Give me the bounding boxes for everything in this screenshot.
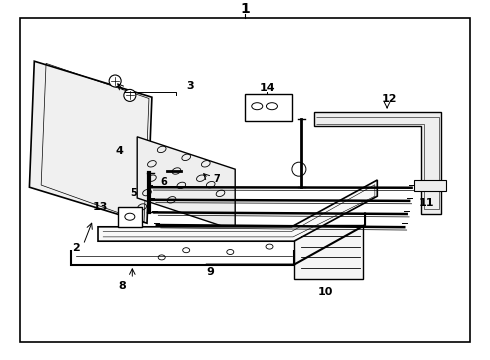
Polygon shape <box>98 180 377 241</box>
Polygon shape <box>294 225 363 279</box>
Text: 13: 13 <box>93 202 108 212</box>
Text: 8: 8 <box>119 281 126 291</box>
Polygon shape <box>137 137 235 230</box>
Polygon shape <box>414 180 446 191</box>
Text: 7: 7 <box>213 174 220 184</box>
Text: 11: 11 <box>418 198 434 208</box>
Bar <box>118 207 142 227</box>
Text: 5: 5 <box>130 188 137 198</box>
Text: 4: 4 <box>116 146 123 156</box>
Text: 9: 9 <box>207 267 215 277</box>
Text: 3: 3 <box>186 81 194 91</box>
Bar <box>245 94 292 121</box>
Circle shape <box>124 89 136 102</box>
Text: 1: 1 <box>240 2 250 16</box>
Polygon shape <box>29 61 152 223</box>
Text: 6: 6 <box>161 177 168 187</box>
Text: 2: 2 <box>72 243 80 253</box>
Text: 10: 10 <box>318 287 334 297</box>
Text: 12: 12 <box>382 94 397 104</box>
Circle shape <box>109 75 121 87</box>
Text: 14: 14 <box>259 83 275 93</box>
Polygon shape <box>314 112 441 214</box>
